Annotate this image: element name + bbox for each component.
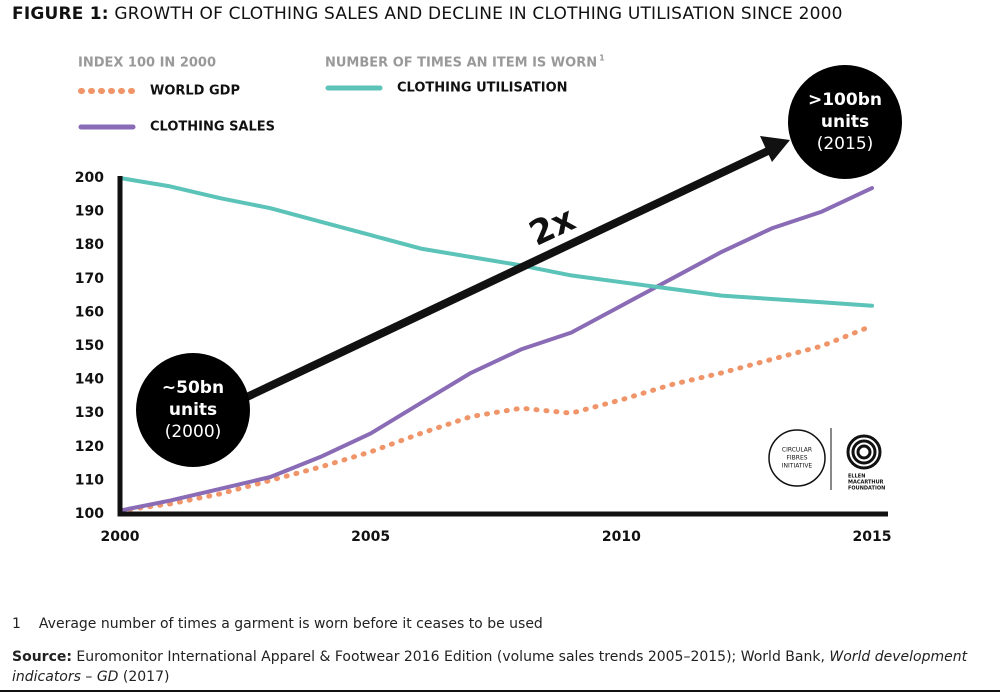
logo-text: FOUNDATION — [848, 486, 885, 492]
logo-text: INITIATIVE — [782, 463, 813, 470]
y-tick-label: 140 — [75, 372, 104, 388]
series-line — [118, 186, 874, 513]
legend-header: NUMBER OF TIMES AN ITEM IS WORN — [325, 56, 597, 71]
logo-text: MACARTHUR — [848, 480, 884, 486]
axes — [117, 176, 888, 517]
y-tick-label: 130 — [75, 405, 104, 421]
series-line — [118, 176, 874, 308]
legend-header-note: 1 — [599, 54, 605, 63]
x-tick-label: 2005 — [351, 529, 390, 545]
source: Source: Euromonitor International Appare… — [12, 647, 987, 687]
legend-label: WORLD GDP — [150, 84, 240, 99]
annotation-text: (2000) — [165, 422, 222, 442]
logo-text: CIRCULAR — [782, 447, 812, 454]
logo-ring — [856, 444, 872, 460]
footnote-text: Average number of times a garment is wor… — [38, 616, 543, 632]
annotation-text: ~50bn — [162, 378, 224, 398]
y-tick-label: 190 — [75, 204, 104, 220]
chart: INDEX 100 IN 2000 NUMBER OF TIMES AN ITEM… — [75, 54, 902, 545]
title-prefix: FIGURE 1: — [12, 4, 109, 24]
logo-ring — [851, 439, 877, 465]
title-text: GROWTH OF CLOTHING SALES AND DECLINE IN … — [114, 4, 843, 24]
annotation-circle — [788, 65, 902, 179]
x-tick-label: 2010 — [602, 529, 641, 545]
annotation-circle — [136, 353, 250, 467]
logo-text: ELLEN — [848, 474, 865, 480]
title: FIGURE 1: GROWTH OF CLOTHING SALES AND D… — [12, 4, 843, 24]
x-tick-label: 2015 — [853, 529, 892, 545]
source-text: Euromonitor International Apparel & Foot… — [76, 649, 830, 665]
source-end: (2017) — [118, 669, 170, 685]
logo-ring — [768, 429, 826, 487]
source-label: Source: — [12, 649, 72, 665]
x-tick-label: 2000 — [101, 529, 140, 545]
y-tick-label: 110 — [75, 472, 104, 488]
logo-ring — [846, 434, 882, 470]
annotation-text: units — [169, 400, 217, 420]
y-tick-label: 200 — [75, 170, 104, 186]
arrow-shaft — [230, 146, 772, 408]
annotation-text: >100bn — [808, 90, 882, 110]
footnote-marker: 1 — [12, 616, 21, 632]
y-tick-label: 180 — [75, 237, 104, 253]
annotation-text: units — [821, 112, 869, 132]
y-tick-label: 170 — [75, 271, 104, 287]
y-tick-label: 100 — [75, 506, 104, 522]
annotation-text: (2015) — [817, 134, 874, 154]
legend-label: CLOTHING SALES — [150, 120, 275, 135]
bottom-rule — [0, 690, 1000, 692]
legend-header: INDEX 100 IN 2000 — [78, 56, 216, 71]
source-italic: World development indicators – GD — [12, 649, 968, 685]
series-line — [117, 323, 875, 514]
legend-label: CLOTHING UTILISATION — [397, 81, 568, 96]
y-tick-label: 160 — [75, 304, 104, 320]
logo-text: FIBRES — [786, 455, 807, 462]
y-tick-label: 150 — [75, 338, 104, 354]
arrow-head — [760, 136, 790, 162]
y-tick-label: 120 — [75, 439, 104, 455]
footnote: 1 Average number of times a garment is wo… — [12, 616, 543, 632]
